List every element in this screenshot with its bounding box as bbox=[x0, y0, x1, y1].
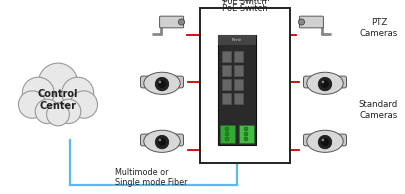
Circle shape bbox=[38, 63, 78, 103]
Circle shape bbox=[225, 132, 229, 136]
FancyBboxPatch shape bbox=[218, 35, 256, 45]
Circle shape bbox=[19, 91, 46, 118]
FancyBboxPatch shape bbox=[234, 79, 243, 90]
Circle shape bbox=[159, 81, 161, 83]
FancyBboxPatch shape bbox=[299, 16, 324, 28]
Circle shape bbox=[155, 77, 169, 91]
Circle shape bbox=[155, 135, 169, 149]
FancyBboxPatch shape bbox=[220, 125, 235, 143]
FancyBboxPatch shape bbox=[234, 93, 243, 104]
Circle shape bbox=[244, 127, 248, 131]
Circle shape bbox=[47, 103, 69, 126]
FancyBboxPatch shape bbox=[141, 76, 183, 88]
FancyBboxPatch shape bbox=[222, 93, 231, 104]
FancyBboxPatch shape bbox=[303, 134, 347, 146]
Circle shape bbox=[159, 81, 165, 87]
Circle shape bbox=[22, 77, 54, 109]
Text: Multimode or
Single mode Fiber: Multimode or Single mode Fiber bbox=[115, 168, 188, 187]
FancyBboxPatch shape bbox=[141, 134, 183, 146]
Text: Perle: Perle bbox=[232, 38, 242, 42]
FancyBboxPatch shape bbox=[234, 65, 243, 76]
Circle shape bbox=[179, 19, 185, 25]
Circle shape bbox=[322, 139, 324, 141]
Ellipse shape bbox=[307, 72, 343, 94]
Circle shape bbox=[244, 137, 248, 141]
Circle shape bbox=[56, 99, 81, 124]
Text: Control
Center: Control Center bbox=[38, 89, 78, 111]
Circle shape bbox=[35, 99, 60, 124]
Text: Standard
Cameras: Standard Cameras bbox=[359, 100, 398, 120]
FancyBboxPatch shape bbox=[222, 79, 231, 90]
Text: NEMA Enclosure
& Industrial
PoE Switch: NEMA Enclosure & Industrial PoE Switch bbox=[213, 0, 277, 6]
Circle shape bbox=[225, 137, 229, 141]
Ellipse shape bbox=[307, 130, 343, 152]
FancyBboxPatch shape bbox=[222, 65, 231, 76]
FancyBboxPatch shape bbox=[303, 76, 347, 88]
Ellipse shape bbox=[144, 72, 180, 94]
FancyBboxPatch shape bbox=[160, 16, 183, 28]
Text: NEMA Enclosure
& Industrial
PoE Switch: NEMA Enclosure & Industrial PoE Switch bbox=[211, 0, 279, 13]
Circle shape bbox=[322, 81, 324, 83]
FancyBboxPatch shape bbox=[239, 125, 254, 143]
Circle shape bbox=[322, 139, 328, 146]
FancyBboxPatch shape bbox=[222, 51, 231, 62]
Circle shape bbox=[225, 127, 229, 131]
FancyBboxPatch shape bbox=[234, 51, 243, 62]
Text: PTZ
Cameras: PTZ Cameras bbox=[360, 18, 398, 38]
Circle shape bbox=[159, 139, 161, 141]
Circle shape bbox=[298, 19, 305, 25]
Ellipse shape bbox=[144, 130, 180, 152]
Circle shape bbox=[318, 77, 332, 91]
FancyBboxPatch shape bbox=[218, 35, 256, 145]
Circle shape bbox=[322, 81, 328, 87]
Circle shape bbox=[62, 77, 94, 109]
Circle shape bbox=[70, 91, 98, 118]
Circle shape bbox=[159, 139, 165, 146]
Circle shape bbox=[244, 132, 248, 136]
Circle shape bbox=[318, 135, 332, 149]
FancyBboxPatch shape bbox=[200, 8, 290, 163]
